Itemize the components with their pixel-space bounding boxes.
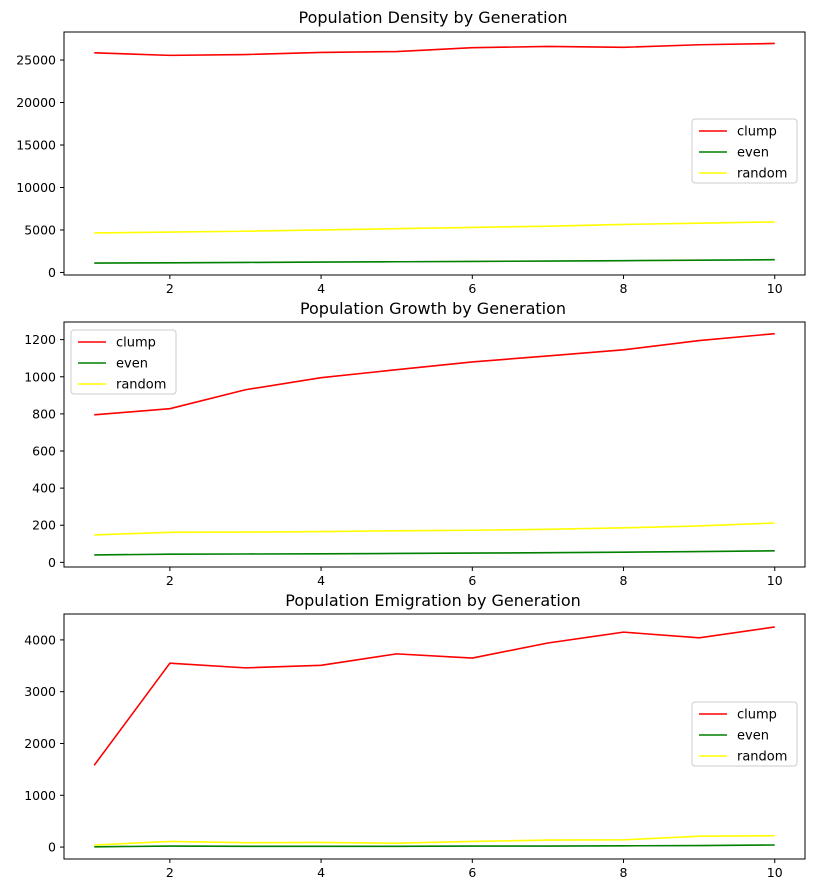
axes-frame (63, 613, 806, 860)
y-tick-label: 15000 (16, 138, 56, 153)
x-tick-label: 4 (317, 281, 325, 296)
series-line-clump (93, 626, 775, 766)
chart-title: Population Emigration by Generation (285, 591, 581, 610)
chart-title: Population Growth by Generation (300, 299, 566, 318)
series-line-clump (94, 332, 775, 416)
x-tick-label: 2 (166, 573, 174, 588)
x-tick-label: 2 (166, 865, 174, 880)
legend-label-clump: clump (116, 336, 156, 351)
y-tick-label: 3000 (24, 684, 56, 699)
legend-label-even: even (737, 729, 769, 744)
series-line-even (94, 844, 775, 848)
legend-label-even: even (116, 357, 148, 372)
series-line-random (94, 834, 775, 846)
x-tick-label: 10 (767, 865, 783, 880)
y-tick-label: 0 (48, 265, 56, 280)
series-line-clump (94, 42, 775, 57)
x-tick-label: 2 (166, 281, 174, 296)
legend-label-even: even (737, 146, 769, 161)
y-tick-label: 10000 (16, 180, 56, 195)
plot-area: 2 4 6 8 10 0 200 400 600 800 1000 1200 clump even rand… (24, 329, 783, 588)
series-line-even (94, 258, 775, 264)
legend-box (691, 701, 798, 767)
legend-label-random: random (737, 750, 787, 765)
series-line-even (94, 550, 775, 556)
x-tick-label: 8 (620, 281, 628, 296)
legend-label-random: random (737, 167, 787, 182)
y-tick-label: 0 (48, 555, 56, 570)
subplot-density: Population Density by Generation 2 4 6 8 100… (16, 8, 806, 296)
y-tick-label: 400 (32, 481, 56, 496)
y-tick-label: 200 (32, 518, 56, 533)
y-tick-label: 25000 (16, 53, 56, 68)
legend-box (691, 118, 798, 184)
axes-frame (63, 321, 806, 568)
y-tick-label: 2000 (24, 736, 56, 751)
y-tick-label: 0 (48, 840, 56, 855)
y-tick-label: 600 (32, 443, 56, 458)
axes-frame (63, 31, 806, 276)
x-tick-label: 8 (620, 573, 628, 588)
series-line-random (94, 522, 775, 536)
legend-label-random: random (116, 378, 166, 393)
legend-box (70, 329, 177, 395)
legend: clump even random (691, 118, 798, 184)
x-tick-label: 10 (767, 573, 783, 588)
y-tick-label: 1000 (24, 788, 56, 803)
chart-title: Population Density by Generation (298, 8, 567, 27)
subplot-emigration: Population Emigration by Generation 2 4 6 8… (24, 591, 806, 880)
y-tick-label: 20000 (16, 95, 56, 110)
x-tick-label: 4 (317, 573, 325, 588)
y-tick-label: 4000 (24, 632, 56, 647)
legend: clump even random (70, 329, 177, 395)
x-tick-label: 4 (317, 865, 325, 880)
plot-area: 2 4 6 8 10 0 1000 2000 3000 4000 clump even random (24, 626, 798, 880)
x-tick-label: 8 (620, 865, 628, 880)
x-tick-label: 10 (767, 281, 783, 296)
y-tick-label: 800 (32, 406, 56, 421)
x-tick-label: 6 (468, 573, 476, 588)
plot-area: 2 4 6 8 10 0 5000 10000 15000 20000 25000 clump even… (16, 42, 798, 296)
x-tick-label: 6 (468, 281, 476, 296)
x-tick-label: 6 (468, 865, 476, 880)
y-tick-label: 1200 (24, 332, 56, 347)
subplot-growth: Population Growth by Generation 2 4 6 8 1002… (24, 299, 806, 588)
legend-label-clump: clump (737, 125, 777, 140)
legend: clump even random (691, 701, 798, 767)
y-tick-label: 5000 (24, 222, 56, 237)
legend-label-clump: clump (737, 708, 777, 723)
y-tick-label: 1000 (24, 369, 56, 384)
series-line-random (94, 221, 775, 234)
